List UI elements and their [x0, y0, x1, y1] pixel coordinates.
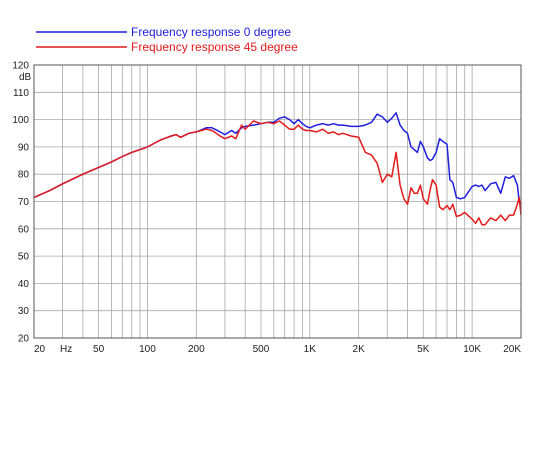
x-tick-label: 100	[139, 344, 156, 355]
legend-label-0-degree: Frequency response 0 degree	[131, 25, 291, 39]
y-axis-unit: dB	[19, 72, 32, 83]
y-tick-label: 30	[18, 306, 30, 317]
x-tick-label: 20	[34, 344, 46, 355]
series-line-45-degree	[33, 120, 522, 226]
legend: Frequency response 0 degree Frequency re…	[36, 25, 298, 54]
y-tick-label: 20	[18, 334, 30, 345]
y-tick-label: 90	[18, 142, 30, 153]
plot-grid	[33, 64, 522, 339]
x-tick-label: 20K	[503, 344, 521, 355]
y-tick-label: 70	[18, 197, 30, 208]
x-tick-label: 500	[253, 344, 270, 355]
y-tick-label: 40	[18, 279, 30, 290]
x-axis-unit: Hz	[60, 344, 72, 355]
x-tick-label: 200	[188, 344, 205, 355]
y-tick-label: 100	[12, 115, 29, 126]
plot-frame	[33, 64, 522, 339]
series-line-0-degree	[33, 112, 522, 208]
series-lines	[33, 112, 522, 226]
y-tick-label: 120	[12, 61, 29, 72]
y-tick-label: 60	[18, 224, 30, 235]
x-tick-label: 5K	[417, 344, 430, 355]
x-tick-label: 50	[93, 344, 105, 355]
y-axis-tick-labels: 20 30 40 50 60 70 80 90 100 110 120	[12, 61, 29, 345]
x-tick-label: 2K	[353, 344, 366, 355]
y-tick-label: 50	[18, 252, 30, 263]
x-tick-label: 10K	[463, 344, 481, 355]
x-axis-tick-labels: 20 50 100 200 500 1K 2K 5K 10K 20K	[34, 344, 521, 355]
y-tick-label: 80	[18, 170, 30, 181]
legend-label-45-degree: Frequency response 45 degree	[131, 40, 298, 54]
x-tick-label: 1K	[304, 344, 317, 355]
y-tick-label: 110	[13, 88, 29, 99]
